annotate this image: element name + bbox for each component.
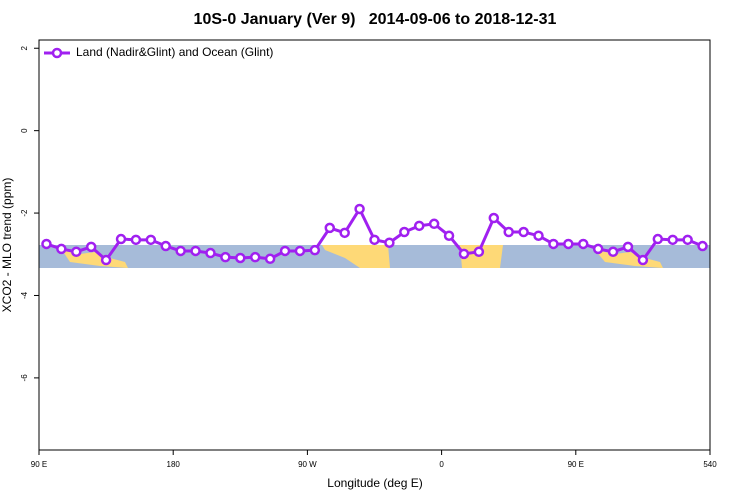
plot-frame <box>38 39 711 451</box>
point <box>56 243 67 255</box>
point <box>71 246 82 258</box>
x-tick-label: 0 <box>439 460 444 469</box>
point <box>622 241 634 253</box>
x-tick-label: 90 E <box>568 460 584 469</box>
point <box>637 254 649 266</box>
x-tick-label: 540 <box>703 460 717 469</box>
point <box>145 234 157 246</box>
point <box>548 238 559 250</box>
point <box>309 244 321 256</box>
point <box>428 218 440 230</box>
y-tick-label: -4 <box>20 291 29 299</box>
point <box>85 241 97 253</box>
point <box>369 234 380 246</box>
point <box>503 226 514 238</box>
point <box>160 240 171 252</box>
point <box>473 246 485 258</box>
point <box>264 253 276 265</box>
point <box>458 248 470 260</box>
point <box>384 237 395 248</box>
point <box>339 227 350 239</box>
point <box>563 238 574 250</box>
point <box>279 245 291 257</box>
point <box>294 245 306 257</box>
point <box>41 238 52 250</box>
point <box>607 246 619 258</box>
point <box>578 238 589 250</box>
point <box>533 230 544 241</box>
point <box>443 230 455 241</box>
point <box>190 245 201 257</box>
legend-label: Land (Nadir&Glint) and Ocean (Glint) <box>76 45 273 59</box>
point <box>399 226 410 238</box>
point <box>488 212 500 224</box>
point <box>220 251 231 263</box>
y-tick-label: -6 <box>20 374 29 382</box>
point <box>175 245 186 257</box>
chart-title: 10S-0 January (Ver 9) 2014-09-06 to 2018… <box>194 11 557 28</box>
point <box>652 233 664 245</box>
x-tick-label: 180 <box>167 460 181 469</box>
y-tick-label: 2 <box>20 45 29 50</box>
point <box>518 226 529 238</box>
point <box>592 243 604 255</box>
point <box>115 233 127 245</box>
point <box>682 234 693 246</box>
y-tick-label: -2 <box>20 209 29 217</box>
point <box>235 252 246 264</box>
legend-marker <box>51 47 63 59</box>
x-axis-label: Longitude (deg E) <box>327 476 422 490</box>
point <box>130 234 142 246</box>
y-tick-label: 0 <box>20 128 29 133</box>
y-axis-label: XCO2 - MLO trend (ppm) <box>0 178 14 313</box>
point <box>413 220 425 232</box>
point <box>205 247 216 259</box>
point <box>697 240 708 252</box>
x-tick-label: 90 W <box>298 460 317 469</box>
point <box>354 203 365 215</box>
point <box>324 222 336 234</box>
point <box>100 254 112 266</box>
point <box>249 251 261 263</box>
point <box>667 234 678 246</box>
x-tick-label: 90 E <box>31 460 47 469</box>
